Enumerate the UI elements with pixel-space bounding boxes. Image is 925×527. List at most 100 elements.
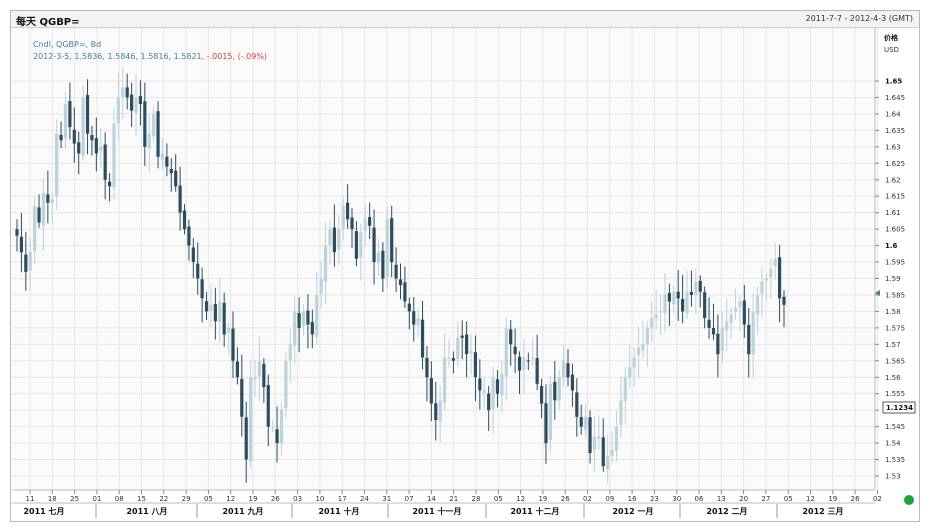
candle-up	[438, 400, 442, 422]
x-tick-label: 02	[873, 495, 882, 503]
candle-down	[178, 185, 182, 213]
candle-up	[385, 219, 389, 278]
x-tick-label: 25	[70, 495, 79, 503]
candle-down	[747, 324, 751, 355]
candle-up	[548, 383, 552, 441]
candle-up	[685, 291, 689, 314]
candle-up	[482, 390, 486, 394]
candle-down	[368, 216, 372, 226]
candle-down	[297, 313, 301, 328]
chart-plot[interactable]: 价格 USD 1.651.6451.641.6351.631.6251.621.…	[11, 11, 919, 521]
candle-down	[262, 363, 266, 388]
y-tick-label: 1.585	[885, 291, 905, 299]
candle-down	[716, 333, 720, 355]
candle-up	[729, 314, 733, 323]
candle-up	[504, 327, 508, 377]
candle-up	[632, 357, 636, 368]
candle-up	[725, 321, 729, 331]
candle-down	[156, 111, 160, 157]
month-label: 2011 九月	[222, 506, 263, 516]
candle-down	[394, 264, 398, 279]
y-tick-label: 1.57	[885, 341, 901, 349]
month-label: 2012 一月	[612, 507, 653, 516]
candle-down	[707, 319, 711, 328]
candle-down	[566, 363, 570, 378]
candle-down	[240, 378, 244, 417]
y-tick-label: 1.625	[885, 160, 905, 168]
candle-up	[760, 281, 764, 294]
x-tick-label: 26	[271, 495, 280, 503]
candle-down	[103, 144, 107, 180]
candle-up	[376, 252, 381, 263]
candle-up	[650, 318, 654, 329]
candle-down	[332, 227, 336, 253]
legend-line1: Cndl, QGBP=, Bd	[33, 40, 102, 49]
y-tick-label: 1.59	[885, 275, 901, 283]
candle-up	[147, 133, 151, 149]
chart-header-bar: 每天 QGBP= 2011-7-7 - 2012-4-3 (GMT)	[11, 11, 919, 28]
candle-down	[372, 227, 376, 263]
x-tick-label: 01	[92, 495, 101, 503]
candle-up	[522, 357, 526, 370]
plot-area	[12, 28, 875, 490]
candle-up	[491, 377, 495, 410]
candle-up	[641, 344, 645, 351]
candle-down	[429, 377, 433, 404]
candle-up	[271, 426, 275, 428]
candle-up	[755, 294, 760, 315]
candle-up	[55, 133, 59, 197]
candle-down	[487, 393, 491, 411]
candle-down	[381, 250, 385, 279]
candle-down	[465, 334, 469, 355]
candle-up	[447, 357, 451, 359]
candle-down	[90, 135, 94, 141]
x-tick-label: 05	[494, 495, 503, 503]
candle-down	[59, 134, 63, 141]
candle-down	[350, 217, 354, 230]
y-tick-label: 1.595	[885, 259, 905, 267]
candle-down	[19, 236, 24, 253]
candle-down	[165, 156, 169, 167]
candle-down	[244, 417, 248, 460]
candle-up	[99, 146, 103, 152]
x-tick-label: 19	[249, 495, 258, 503]
candle-up	[773, 258, 777, 267]
candle-down	[420, 319, 425, 358]
candle-down	[85, 95, 90, 134]
candle-up	[751, 311, 755, 355]
candle-up	[257, 360, 262, 377]
candle-up	[606, 456, 610, 470]
candle-down	[130, 94, 134, 111]
candles	[15, 66, 786, 485]
candle-up	[557, 377, 561, 401]
candle-down	[169, 169, 173, 174]
candle-down	[539, 385, 544, 404]
candle-down	[24, 254, 28, 272]
candle-down	[191, 247, 195, 263]
candle-up	[769, 268, 773, 278]
y-tick-label: 1.61	[885, 209, 901, 217]
x-tick-label: 27	[761, 495, 770, 503]
x-tick-label: 15	[137, 495, 146, 503]
candle-down	[213, 304, 217, 322]
y-tick-label: 1.565	[885, 357, 905, 365]
x-tick-label: 20	[739, 495, 748, 503]
candle-up	[584, 416, 588, 430]
candle-down	[676, 291, 680, 299]
x-tick-label: 26	[851, 495, 860, 503]
x-tick-label: 30	[672, 495, 681, 503]
legend-values: 2012-3-5, 1.5836, 1.5846, 1.5816, 1.5821…	[33, 52, 207, 61]
candle-down	[37, 207, 41, 223]
candle-down	[204, 301, 209, 312]
x-tick-label: 12	[226, 495, 235, 503]
y-tick-label: 1.615	[885, 193, 905, 201]
candle-up	[416, 318, 420, 326]
x-tick-label: 07	[405, 495, 414, 503]
candle-down	[275, 429, 279, 444]
x-tick-label: 19	[538, 495, 547, 503]
candle-down	[182, 210, 187, 230]
candle-up	[592, 436, 597, 450]
candle-down	[526, 360, 530, 362]
candle-up	[663, 294, 667, 314]
month-label: 2011 十二月	[510, 506, 559, 516]
